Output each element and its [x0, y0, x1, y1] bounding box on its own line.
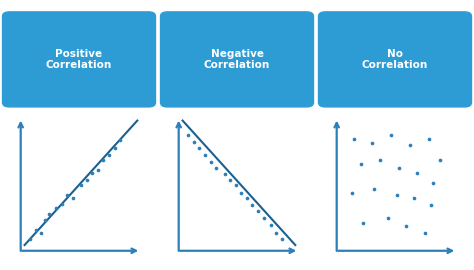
Point: [41, 218, 49, 222]
Point: [427, 203, 435, 207]
Point: [58, 202, 65, 206]
Point: [429, 181, 437, 185]
Point: [425, 137, 432, 141]
Point: [184, 133, 192, 138]
Point: [232, 183, 239, 187]
Point: [105, 153, 113, 158]
Point: [376, 158, 384, 163]
Point: [278, 237, 285, 241]
FancyBboxPatch shape: [319, 12, 472, 107]
Point: [384, 215, 392, 220]
Point: [357, 162, 365, 166]
Point: [395, 166, 403, 170]
Point: [201, 153, 209, 158]
Point: [348, 191, 356, 195]
Point: [237, 191, 245, 195]
Point: [393, 193, 401, 197]
Point: [222, 172, 229, 176]
Point: [410, 195, 418, 200]
Point: [413, 171, 421, 175]
Point: [249, 203, 256, 207]
Point: [32, 228, 40, 232]
Point: [273, 230, 280, 235]
Point: [100, 158, 107, 163]
Point: [407, 143, 414, 148]
Point: [359, 221, 367, 225]
Point: [260, 215, 267, 220]
Point: [371, 187, 378, 191]
Point: [436, 158, 444, 163]
Point: [196, 146, 203, 150]
FancyBboxPatch shape: [2, 12, 155, 107]
Text: Negative
Correlation: Negative Correlation: [204, 49, 270, 70]
Point: [243, 195, 251, 200]
Point: [213, 166, 220, 170]
Point: [402, 224, 410, 228]
FancyBboxPatch shape: [161, 12, 313, 107]
Point: [69, 195, 77, 200]
Point: [89, 171, 96, 175]
Point: [117, 138, 124, 143]
Point: [46, 212, 53, 216]
Point: [64, 193, 71, 197]
Point: [207, 160, 215, 164]
Point: [226, 178, 234, 183]
Point: [27, 237, 34, 241]
Point: [368, 141, 376, 145]
Point: [77, 183, 85, 187]
Point: [111, 146, 118, 150]
Text: No
Correlation: No Correlation: [362, 49, 428, 70]
Point: [94, 168, 101, 173]
Text: Positive
Correlation: Positive Correlation: [46, 49, 112, 70]
Point: [52, 205, 60, 210]
Point: [255, 209, 262, 214]
Point: [267, 223, 274, 227]
Point: [350, 137, 358, 141]
Point: [388, 133, 395, 138]
Point: [421, 230, 429, 235]
Point: [83, 178, 91, 183]
Point: [190, 140, 198, 144]
Point: [38, 230, 46, 235]
